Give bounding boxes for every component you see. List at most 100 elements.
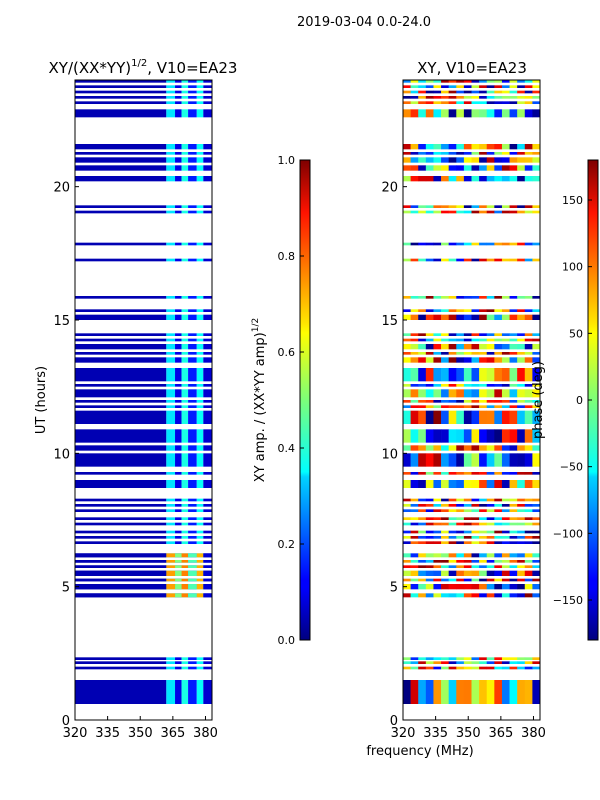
right-heatmap-cell — [463, 560, 472, 563]
right-heatmap-cell — [524, 584, 533, 590]
left-colorbar-label: XY amp. / (XX*YY amp)1/2 — [251, 318, 268, 482]
right-heatmap-cell — [509, 389, 518, 398]
right-heatmap-cell — [517, 205, 526, 208]
left-heatmap-cell — [203, 565, 212, 568]
right-heatmap-cell — [509, 152, 518, 155]
right-heatmap-cell — [448, 445, 457, 451]
right-heatmap-cell — [403, 109, 411, 118]
right-heatmap-cell — [433, 165, 442, 171]
right-heatmap-cell — [433, 570, 442, 576]
right-heatmap-cell — [463, 536, 472, 539]
left-heatmap-cell — [166, 509, 176, 512]
right-heatmap-cell — [441, 661, 449, 664]
left-heatmap-cell — [175, 384, 182, 387]
left-heatmap-cell — [181, 530, 189, 534]
right-heatmap-cell — [456, 80, 465, 83]
right-heatmap-cell — [403, 165, 411, 171]
right-heatmap-cell — [433, 536, 442, 539]
right-heatmap-cell — [494, 666, 503, 670]
right-heatmap-cell — [441, 144, 449, 150]
right-heatmap-cell — [486, 517, 495, 520]
right-heatmap-cell — [494, 661, 503, 664]
left-heatmap-cell — [188, 152, 197, 155]
left-heatmap-cell — [196, 205, 204, 208]
right-heatmap-cell — [425, 309, 434, 312]
right-heatmap-cell — [517, 258, 526, 262]
left-heatmap-cell — [203, 389, 212, 398]
left-heatmap-cell — [196, 472, 204, 475]
right-heatmap-cell — [425, 314, 434, 320]
right-heatmap-cell — [471, 657, 480, 660]
left-heatmap-cell — [166, 570, 176, 576]
left-heatmap-cell — [75, 109, 167, 118]
right-heatmap-cell — [532, 541, 541, 544]
left-heatmap-cell — [166, 157, 176, 163]
right-heatmap-cell — [410, 410, 419, 424]
right-heatmap-cell — [448, 314, 457, 320]
right-heatmap-cell — [418, 666, 427, 670]
left-heatmap-cell — [75, 578, 167, 582]
right-heatmap-cell — [524, 410, 533, 424]
right-heatmap-cell — [418, 80, 427, 83]
left-heatmap-cell — [196, 352, 204, 355]
right-heatmap-cell — [532, 96, 541, 99]
right-heatmap-cell — [463, 85, 472, 88]
right-heatmap-cell — [433, 314, 442, 320]
right-heatmap-cell — [448, 661, 457, 664]
left-heatmap-cell — [181, 368, 189, 382]
right-heatmap-cell — [433, 498, 442, 502]
left-heatmap-cell — [188, 352, 197, 355]
right-heatmap-cell — [456, 536, 465, 539]
right-heatmap-cell — [532, 176, 541, 182]
right-heatmap-cell — [403, 593, 411, 598]
left-heatmap-cell — [166, 176, 176, 182]
left-heatmap-cell — [181, 400, 189, 403]
right-heatmap-cell — [479, 309, 488, 312]
right-heatmap-cell — [517, 333, 526, 336]
right-heatmap-cell — [524, 333, 533, 336]
left-heatmap-cell — [166, 680, 176, 704]
right-heatmap-cell — [456, 314, 465, 320]
left-heatmap-cell — [203, 101, 212, 104]
right-heatmap-cell — [433, 541, 442, 544]
left-heatmap-cell — [181, 85, 189, 88]
right-heatmap-cell — [410, 661, 419, 664]
right-heatmap-cell — [433, 96, 442, 99]
right-heatmap-cell — [524, 309, 533, 312]
right-heatmap-cell — [441, 309, 449, 312]
left-heatmap-cell — [175, 405, 182, 408]
right-heatmap-cell — [418, 309, 427, 312]
left-colorbar-tick-label: 0.4 — [278, 442, 296, 455]
right-heatmap-cell — [441, 593, 449, 598]
right-heatmap-cell — [479, 578, 488, 582]
right-heatmap-cell — [471, 296, 480, 299]
right-heatmap-cell — [403, 352, 411, 355]
left-heatmap-cell — [181, 429, 189, 443]
right-heatmap-cell — [501, 504, 510, 507]
right-heatmap-cell — [425, 152, 434, 155]
right-heatmap-cell — [425, 509, 434, 512]
right-heatmap-cell — [410, 157, 419, 163]
right-heatmap-cell — [532, 666, 541, 670]
left-heatmap-cell — [203, 517, 212, 520]
right-heatmap-cell — [433, 504, 442, 507]
left-heatmap-cell — [203, 338, 212, 342]
left-heatmap-cell — [175, 90, 182, 94]
left-colorbar-tick-label: 1.0 — [278, 154, 296, 167]
right-heatmap-cell — [471, 205, 480, 208]
right-heatmap-cell — [425, 541, 434, 544]
right-heatmap-cell — [517, 530, 526, 534]
right-heatmap-cell — [471, 109, 480, 118]
right-heatmap-cell — [463, 445, 472, 451]
right-heatmap-cell — [479, 352, 488, 355]
right-heatmap-cell — [532, 389, 541, 398]
right-heatmap-cell — [517, 210, 526, 214]
right-heatmap-cell — [410, 536, 419, 539]
right-heatmap-cell — [403, 661, 411, 664]
right-heatmap-cell — [410, 309, 419, 312]
left-y-axis-label: UT (hours) — [34, 366, 49, 434]
right-heatmap-cell — [425, 553, 434, 558]
right-heatmap-cell — [448, 509, 457, 512]
left-heatmap-cell — [181, 144, 189, 150]
right-heatmap-cell — [425, 205, 434, 208]
